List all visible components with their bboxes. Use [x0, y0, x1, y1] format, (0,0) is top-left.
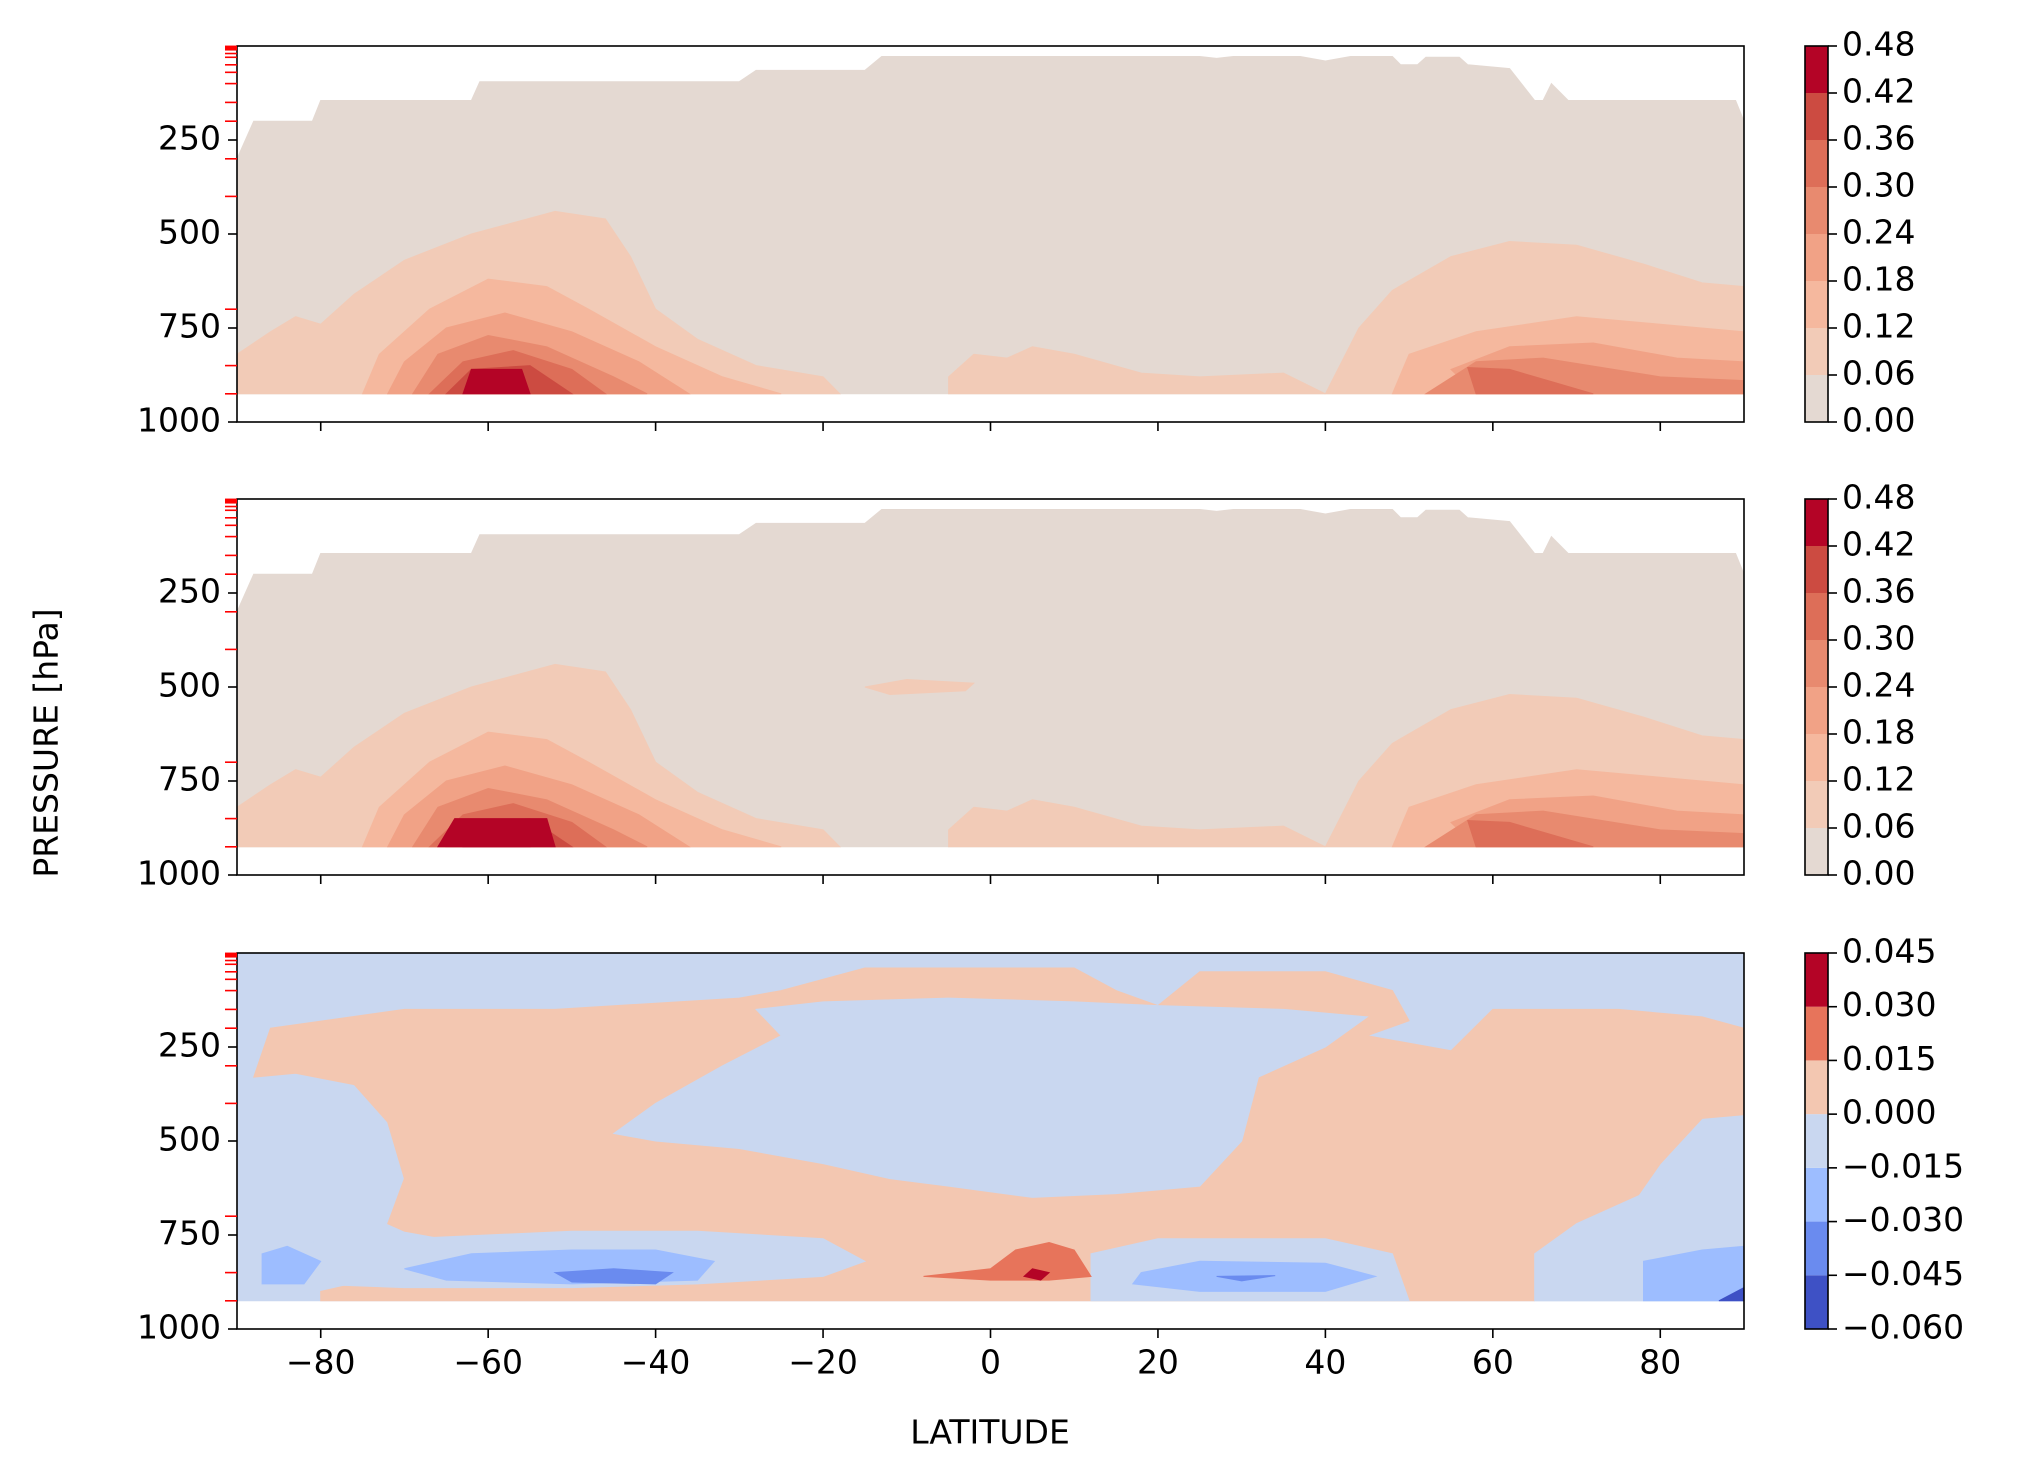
colorbar-segment	[1805, 953, 1828, 1007]
x-tick-label: 60	[1472, 1343, 1514, 1382]
colorbar-tick-label: 0.045	[1842, 932, 1936, 971]
colorbar-segment	[1805, 593, 1828, 640]
contour-region	[437, 818, 556, 848]
colorbar-tick-label: 0.42	[1842, 525, 1915, 564]
x-tick-label: −80	[286, 1343, 356, 1382]
colorbar-segment	[1805, 781, 1828, 828]
colorbar-tick-label: 0.18	[1842, 713, 1915, 752]
contour-region	[948, 346, 1326, 395]
colorbar-segment	[1805, 1060, 1828, 1115]
contour-region	[948, 799, 1326, 848]
colorbar-tick-label: 0.36	[1842, 119, 1915, 158]
y-tick-label: 250	[158, 1026, 221, 1065]
colorbar-tick-label: 0.48	[1842, 25, 1915, 64]
colorbar-tick-label: 0.18	[1842, 260, 1915, 299]
x-axis-label: LATITUDE	[910, 1413, 1070, 1452]
y-tick-label: 1000	[137, 854, 221, 893]
colorbar-segment	[1805, 328, 1828, 375]
x-tick-label: 40	[1304, 1343, 1346, 1382]
colorbar-segment	[1805, 1167, 1828, 1222]
x-tick-label: −40	[621, 1343, 691, 1382]
colorbar-segment	[1805, 546, 1828, 593]
colorbar-segment	[1805, 140, 1828, 187]
contour-region	[1467, 819, 1594, 848]
colorbar-segment	[1805, 1114, 1828, 1168]
y-tick-label: 750	[158, 307, 221, 346]
colorbar-segment	[1805, 1275, 1828, 1329]
colorbar-segment	[1805, 375, 1828, 422]
colorbar-segment	[1805, 734, 1828, 781]
colorbar-tick-label: 0.24	[1842, 213, 1915, 252]
colorbar-tick-label: −0.030	[1842, 1200, 1964, 1239]
x-tick-label: 0	[980, 1343, 1001, 1382]
x-tick-label: −20	[788, 1343, 858, 1382]
colorbar-segment	[1805, 828, 1828, 875]
colorbar-segment	[1805, 640, 1828, 687]
colorbar-tick-label: 0.00	[1842, 401, 1915, 440]
colorbar-tick-label: −0.060	[1842, 1308, 1964, 1347]
colorbar-tick-label: 0.06	[1842, 354, 1915, 393]
colorbar-tick-label: 0.015	[1842, 1039, 1936, 1078]
y-tick-label: 500	[158, 666, 221, 705]
colorbar-segment	[1805, 687, 1828, 734]
y-tick-label: 750	[158, 1214, 221, 1253]
colorbar-segment	[1805, 1221, 1828, 1276]
contour-region	[1022, 1268, 1051, 1281]
colorbar-segment	[1805, 1006, 1828, 1061]
colorbar-segment	[1805, 234, 1828, 281]
y-tick-label: 1000	[137, 401, 221, 440]
colorbar-tick-label: 0.00	[1842, 854, 1915, 893]
y-tick-label: 500	[158, 213, 221, 252]
colorbar-tick-label: 0.000	[1842, 1093, 1936, 1132]
y-tick-label: 500	[158, 1120, 221, 1159]
y-tick-label: 250	[158, 572, 221, 611]
contour-region	[553, 1268, 674, 1285]
contour-region	[1467, 366, 1594, 395]
colorbar-tick-label: 0.36	[1842, 572, 1915, 611]
colorbar-segment	[1805, 187, 1828, 234]
contour-region	[923, 1241, 1092, 1281]
colorbar-segment	[1805, 46, 1828, 93]
colorbar-tick-label: 0.06	[1842, 807, 1915, 846]
colorbar-tick-label: 0.030	[1842, 985, 1936, 1024]
y-axis-label: PRESSURE [hPa]	[27, 608, 66, 877]
x-tick-label: 20	[1137, 1343, 1179, 1382]
colorbar-tick-label: 0.12	[1842, 307, 1915, 346]
contour-region	[261, 1245, 322, 1285]
colorbar-tick-label: 0.48	[1842, 478, 1915, 517]
contour-region	[1216, 1275, 1276, 1282]
colorbar-tick-label: 0.30	[1842, 166, 1915, 205]
colorbar-segment	[1805, 281, 1828, 328]
contour-region	[462, 368, 531, 395]
y-tick-label: 1000	[137, 1308, 221, 1347]
colorbar-segment	[1805, 499, 1828, 546]
colorbar-segment	[1805, 93, 1828, 140]
x-tick-label: −60	[453, 1343, 523, 1382]
y-tick-label: 750	[158, 760, 221, 799]
contour-region	[864, 678, 976, 696]
colorbar-tick-label: 0.42	[1842, 72, 1915, 111]
colorbar-frame	[1804, 952, 1829, 1330]
x-tick-label: 80	[1639, 1343, 1681, 1382]
colorbar-tick-label: 0.12	[1842, 760, 1915, 799]
colorbar-tick-label: 0.24	[1842, 666, 1915, 705]
colorbar-tick-label: −0.015	[1842, 1146, 1964, 1185]
colorbar-tick-label: 0.30	[1842, 619, 1915, 658]
y-tick-label: 250	[158, 119, 221, 158]
contour-region	[612, 997, 1369, 1198]
colorbar-tick-label: −0.045	[1842, 1254, 1964, 1293]
